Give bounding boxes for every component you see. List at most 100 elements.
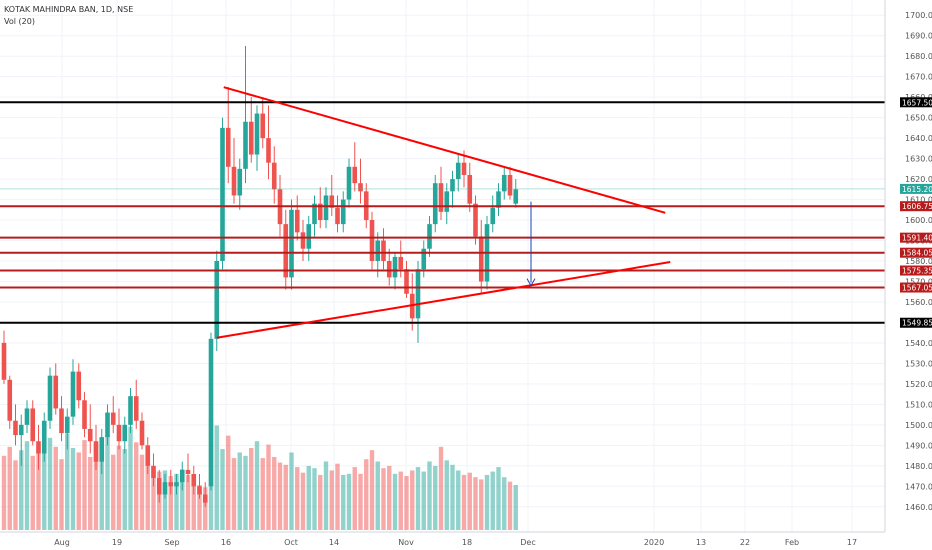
candle[interactable] <box>438 166 444 221</box>
candle[interactable] <box>220 117 225 270</box>
candle[interactable] <box>82 392 87 438</box>
candle[interactable] <box>421 240 427 278</box>
candle[interactable] <box>381 228 386 270</box>
candle[interactable] <box>317 187 323 229</box>
price-tag-text: 1584.05 <box>902 249 932 258</box>
candle[interactable] <box>116 408 122 450</box>
candle[interactable] <box>156 469 162 503</box>
candle[interactable] <box>358 158 363 204</box>
candle[interactable] <box>323 187 329 229</box>
candle[interactable] <box>294 195 300 241</box>
candle[interactable] <box>197 473 202 499</box>
volume-indicator-label[interactable]: Vol (20) <box>4 17 35 26</box>
candle[interactable] <box>455 154 461 192</box>
level-price-tag[interactable]: 1591.40 <box>900 232 932 243</box>
candle[interactable] <box>386 248 392 286</box>
candle[interactable] <box>76 363 82 409</box>
candle[interactable] <box>13 404 18 446</box>
candle[interactable] <box>64 408 70 450</box>
candle[interactable] <box>340 191 346 233</box>
candle[interactable] <box>415 261 421 343</box>
candle[interactable] <box>214 250 220 352</box>
candle-body <box>47 375 53 421</box>
candle[interactable] <box>139 412 145 450</box>
candle[interactable] <box>243 45 248 184</box>
candle[interactable] <box>254 105 260 171</box>
price-tick-label: 1690.00 <box>905 32 932 41</box>
candle[interactable] <box>151 453 156 487</box>
candle[interactable] <box>36 424 41 470</box>
level-price-tag[interactable]: 1584.05 <box>900 247 932 258</box>
candle[interactable] <box>87 404 93 454</box>
candle[interactable] <box>1 330 7 384</box>
candle[interactable] <box>312 195 317 237</box>
candle[interactable] <box>18 414 24 466</box>
candle[interactable] <box>202 482 208 507</box>
candle[interactable] <box>444 183 450 225</box>
candle[interactable] <box>59 396 64 442</box>
candle[interactable] <box>300 220 306 261</box>
candle[interactable] <box>191 465 197 495</box>
candle[interactable] <box>329 174 335 216</box>
candle[interactable] <box>231 138 237 204</box>
candle[interactable] <box>110 396 116 434</box>
candle[interactable] <box>369 211 375 270</box>
candle[interactable] <box>490 195 496 233</box>
candle[interactable] <box>467 162 473 212</box>
candle[interactable] <box>41 412 47 462</box>
candle[interactable] <box>432 174 438 233</box>
candle[interactable] <box>283 209 289 290</box>
candle[interactable] <box>208 332 214 491</box>
candle-body <box>59 408 64 434</box>
candle[interactable] <box>168 469 174 495</box>
level-price-tag[interactable]: 1657.50 <box>900 97 932 108</box>
candle[interactable] <box>30 400 36 446</box>
candle-body <box>381 240 386 261</box>
candle[interactable] <box>70 359 76 425</box>
level-price-tag[interactable]: 1575.35 <box>900 265 932 276</box>
candle[interactable] <box>507 166 513 200</box>
candle[interactable] <box>174 473 179 495</box>
candle[interactable] <box>352 142 358 192</box>
candle[interactable] <box>99 428 105 474</box>
candle[interactable] <box>24 400 30 434</box>
level-price-tag[interactable]: 1549.85 <box>900 317 932 328</box>
candle[interactable] <box>335 195 340 233</box>
candle[interactable] <box>47 367 53 429</box>
candle[interactable] <box>427 215 432 257</box>
candle[interactable] <box>248 97 254 163</box>
candle[interactable] <box>93 424 99 470</box>
candle[interactable] <box>7 375 13 429</box>
candle[interactable] <box>398 240 404 278</box>
candle[interactable] <box>501 166 507 200</box>
candle[interactable] <box>478 220 484 294</box>
candle[interactable] <box>105 404 110 446</box>
candle[interactable] <box>237 158 243 210</box>
candle[interactable] <box>271 146 277 204</box>
current-price-tag[interactable]: 1615.20 <box>900 183 932 194</box>
level-price-tag[interactable]: 1567.05 <box>900 282 932 293</box>
candle[interactable] <box>185 453 191 483</box>
triangle-lower-trendline[interactable] <box>216 261 671 339</box>
candle[interactable] <box>473 195 478 245</box>
candle-body <box>438 183 444 212</box>
candle[interactable] <box>346 158 352 208</box>
candle[interactable] <box>133 379 139 429</box>
candle[interactable] <box>450 170 455 208</box>
candle[interactable] <box>145 437 151 474</box>
triangle-upper-trendline[interactable] <box>223 86 666 214</box>
candle[interactable] <box>496 183 501 216</box>
level-price-tag[interactable]: 1606.75 <box>900 201 932 212</box>
candle[interactable] <box>122 416 128 454</box>
candle[interactable] <box>162 473 168 499</box>
candle[interactable] <box>53 363 59 415</box>
volume-bar <box>392 473 398 530</box>
candle[interactable] <box>513 179 519 208</box>
candle[interactable] <box>128 387 133 434</box>
candle[interactable] <box>179 461 185 491</box>
candle[interactable] <box>260 97 266 149</box>
symbol-label[interactable]: KOTAK MAHINDRA BAN, 1D, NSE <box>4 5 134 14</box>
candle[interactable] <box>289 199 294 290</box>
candle[interactable] <box>266 105 271 180</box>
candle[interactable] <box>404 261 409 298</box>
